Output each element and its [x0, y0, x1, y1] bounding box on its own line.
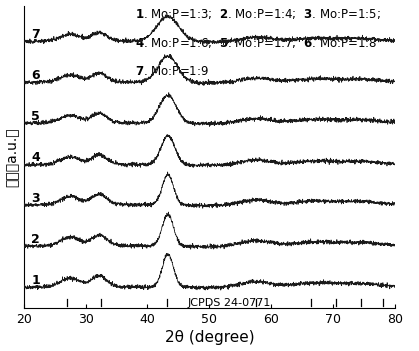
Text: 2: 2	[31, 233, 40, 246]
Text: 4: 4	[31, 151, 40, 164]
X-axis label: 2θ (degree): 2θ (degree)	[165, 330, 254, 345]
Text: 1: 1	[31, 274, 40, 287]
Text: 5: 5	[31, 110, 40, 123]
Text: 3: 3	[31, 192, 40, 205]
Text: 7: 7	[31, 28, 40, 41]
Text: $\mathbf{4}$. Mo:P=1:6;  $\mathbf{5}$. Mo:P=1:7;  $\mathbf{6}$. Mo:P=1:8: $\mathbf{4}$. Mo:P=1:6; $\mathbf{5}$. Mo…	[135, 36, 378, 50]
Text: 6: 6	[31, 69, 40, 82]
Text: $\mathbf{7}$. Mo:P=1:9: $\mathbf{7}$. Mo:P=1:9	[135, 65, 209, 78]
Y-axis label: 强度（a.u.）: 强度（a.u.）	[5, 127, 20, 187]
Text: JCPDS 24-0771: JCPDS 24-0771	[188, 298, 271, 307]
Text: $\mathbf{1}$. Mo:P=1:3;  $\mathbf{2}$. Mo:P=1:4;  $\mathbf{3}$. Mo:P=1:5;: $\mathbf{1}$. Mo:P=1:3; $\mathbf{2}$. Mo…	[135, 7, 381, 21]
